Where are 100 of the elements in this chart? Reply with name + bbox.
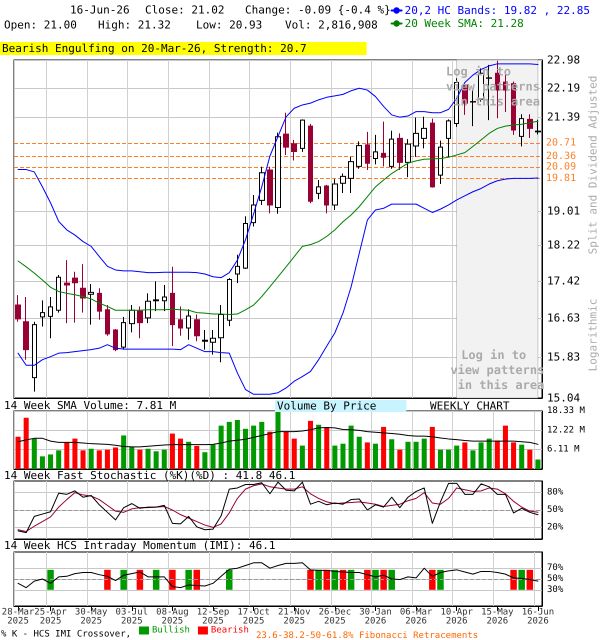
candlestick [356, 140, 362, 170]
candlestick [381, 121, 386, 167]
bar [340, 444, 346, 469]
bar [194, 446, 200, 469]
annotation: Volume By Price [277, 400, 376, 412]
bar [56, 450, 62, 469]
bar [218, 426, 224, 469]
legend-label: Bearish [210, 626, 249, 636]
candlestick [519, 114, 524, 147]
bar [430, 426, 435, 469]
candlestick [56, 274, 61, 314]
candlestick [413, 117, 419, 158]
text: High: 21.32 [98, 18, 171, 32]
bar [316, 424, 322, 469]
candlestick [162, 284, 167, 312]
bar [478, 442, 484, 469]
bar [186, 442, 192, 469]
bar [80, 450, 86, 469]
x-tick-label: 03-Jul 2025 [116, 608, 148, 626]
candlestick [15, 294, 21, 322]
candlestick [373, 134, 378, 165]
text: Change: -0.09 {-0.4 %} [245, 4, 391, 16]
bar [129, 446, 134, 469]
bar [267, 432, 272, 469]
x-tick-label: 08-Aug 2025 [156, 608, 189, 626]
candlestick [446, 118, 451, 158]
bar [446, 450, 452, 469]
bar [308, 420, 314, 469]
bar [462, 442, 468, 469]
y-tick-label: 17.42 [547, 274, 580, 288]
bar [202, 452, 208, 469]
bar [284, 432, 289, 469]
candlestick [121, 316, 126, 350]
chart-title: Bearish Engulfing on 20-Mar-26, Strength: 20.7 [2, 42, 307, 55]
candlestick [153, 280, 159, 312]
candlestick [97, 288, 102, 320]
x-tick-label: 21-Nov 2025 [278, 608, 311, 626]
x-tick-label: 06-Mar 2026 [400, 608, 433, 626]
ref-line-label: 20.36 [546, 151, 576, 162]
bar [356, 436, 362, 469]
x-tick-label: 17-Oct 2025 [237, 608, 270, 626]
x-tick-label: 25-Apr 2025 [34, 608, 68, 626]
line-series [18, 562, 538, 588]
y-tick-label: 30% [547, 584, 564, 595]
candlestick [438, 140, 443, 185]
y-tick-label: 15.04 [547, 392, 580, 404]
candlestick [324, 184, 329, 214]
candlestick [267, 166, 273, 214]
text: Low: 20.93 [196, 18, 262, 32]
y-tick-label: 12.22 M [547, 425, 586, 436]
bar [486, 438, 492, 469]
candlestick [186, 308, 191, 340]
text: 16-Jun-26 [70, 4, 130, 16]
bar [137, 450, 142, 469]
x-tick-label: 26-Dec 2025 [318, 608, 352, 626]
bar [242, 428, 248, 469]
bar [16, 436, 21, 469]
x-tick-label: 10-Apr 2026 [440, 608, 474, 626]
bar [397, 450, 402, 469]
text: Close: 21.02 [145, 4, 224, 16]
candlestick [291, 139, 297, 161]
candlestick [113, 328, 118, 352]
candlestick [405, 138, 411, 178]
candlestick [80, 264, 86, 314]
bar [348, 426, 354, 469]
candlestick [389, 130, 394, 170]
x-tick-label: 12-Sep 2025 [196, 608, 230, 626]
candlestick [194, 314, 200, 342]
bar [40, 456, 45, 469]
bar [405, 442, 410, 469]
bar [48, 454, 54, 469]
bar [438, 450, 443, 469]
bar [88, 448, 94, 469]
y-tick-label: 21.39 [547, 110, 580, 124]
bar [372, 444, 378, 469]
y-tick-label: 22.98 [547, 54, 580, 66]
candlestick [88, 284, 94, 326]
candlestick [227, 278, 232, 327]
bar [364, 442, 370, 469]
candlestick [340, 173, 346, 194]
candlestick [64, 260, 70, 324]
candlestick [421, 116, 427, 149]
candlestick [210, 329, 216, 356]
y-tick-label: 50% [547, 574, 564, 584]
y-tick-label: 50% [547, 505, 564, 515]
candlestick [397, 132, 403, 170]
bar [234, 420, 240, 469]
chart-title: 14 Week Fast Stochastic (%K)(%D) : 41.8 46.1 [4, 469, 296, 482]
y-axis-title: Split and Dividend Adjusted [586, 76, 600, 254]
legend-title: % K - HCS IMI Crossover, [1, 630, 132, 640]
chart-title: 14 Week SMA Volume: 7.81 M [4, 399, 177, 412]
text: Open: 21.00 [4, 18, 77, 32]
ref-line-label: 19.81 [546, 172, 576, 184]
y-tick-label: 80% [547, 488, 564, 498]
bar [32, 438, 37, 469]
candlestick [243, 216, 248, 270]
text: Vol: 2,816,908 [285, 18, 378, 32]
y-tick-label: 16.63 [547, 311, 580, 324]
bar [275, 411, 281, 469]
x-tick-label: 30-May 2025 [74, 608, 108, 626]
